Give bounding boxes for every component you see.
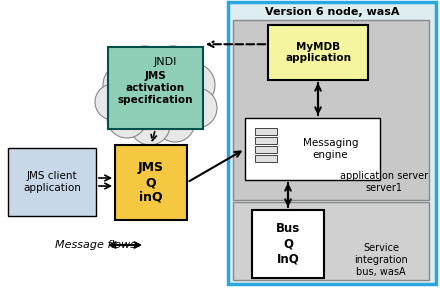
Text: Service
integration
bus, wasA: Service integration bus, wasA [354, 243, 408, 276]
Bar [8, 148, 96, 216]
Text: JMS
activation
specification: JMS activation specification [118, 71, 193, 105]
Bar [255, 146, 277, 153]
Bar [108, 47, 203, 129]
Circle shape [127, 72, 183, 128]
Bar [245, 118, 380, 180]
Bar [268, 25, 368, 80]
Circle shape [123, 46, 167, 90]
Text: JMS client
application: JMS client application [23, 171, 81, 193]
Text: JMS
Q
inQ: JMS Q inQ [138, 161, 164, 204]
Bar [233, 202, 429, 280]
Text: application server
server1: application server server1 [340, 171, 428, 193]
Bar [233, 20, 429, 200]
Circle shape [103, 63, 147, 107]
Circle shape [151, 46, 195, 90]
Text: Bus
Q
InQ: Bus Q InQ [276, 223, 300, 266]
Circle shape [107, 98, 147, 138]
Bar [228, 2, 436, 284]
Text: JNDI: JNDI [153, 57, 177, 67]
Bar [115, 145, 187, 220]
Text: Message flows: Message flows [55, 240, 136, 250]
Bar [255, 137, 277, 144]
Text: Messaging
engine: Messaging engine [303, 138, 358, 160]
Circle shape [95, 84, 131, 120]
Circle shape [177, 88, 217, 128]
Circle shape [171, 63, 215, 107]
Text: MyMDB
application: MyMDB application [285, 42, 351, 63]
Bar [252, 210, 324, 278]
Bar [255, 128, 277, 135]
Bar [255, 155, 277, 162]
Circle shape [155, 102, 195, 142]
Text: Version 6 node, wasA: Version 6 node, wasA [265, 7, 399, 17]
Circle shape [130, 105, 170, 145]
